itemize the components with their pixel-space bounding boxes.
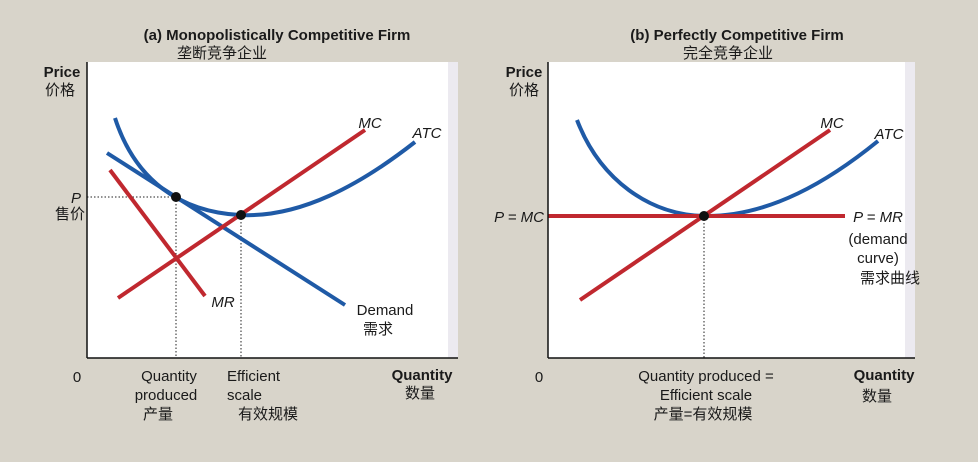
- panel-title: (b) Perfectly Competitive Firm: [630, 27, 843, 44]
- y-axis-label: Price: [44, 64, 81, 81]
- x-label: 产量: [143, 406, 173, 423]
- x-axis-label: Quantity: [854, 367, 915, 384]
- x-label: Quantity produced =: [638, 368, 774, 385]
- curve-label-cn: 需求曲线: [860, 270, 920, 287]
- point: [236, 210, 246, 220]
- curve-label: curve): [857, 250, 899, 267]
- panel-background: [548, 62, 905, 358]
- origin-label: 0: [73, 369, 81, 386]
- panel-background: [87, 62, 448, 358]
- curve-label: MC: [820, 115, 843, 132]
- x-label: 有效规模: [238, 406, 298, 423]
- curve-label: ATC: [874, 126, 904, 143]
- x-label: Efficient: [227, 368, 281, 385]
- price-label: P = MC: [494, 209, 544, 226]
- panel-a: (a) Monopolistically Competitive Firm 垄断…: [44, 27, 458, 423]
- curve-label-cn: 需求: [363, 321, 393, 338]
- panel-title: (a) Monopolistically Competitive Firm: [144, 27, 411, 44]
- curve-label: MR: [211, 294, 234, 311]
- x-axis-label-cn: 数量: [862, 388, 892, 405]
- mr-curve: [108, 168, 207, 298]
- y-axis-label-cn: 价格: [45, 82, 75, 99]
- x-label: 产量=有效规模: [654, 406, 753, 423]
- origin-label: 0: [535, 369, 543, 386]
- x-label: scale: [227, 387, 262, 404]
- curve-label: MC: [358, 115, 381, 132]
- point: [699, 211, 709, 221]
- curve-label: P = MR: [853, 209, 903, 226]
- curve-label: (demand: [848, 231, 907, 248]
- curve-label: ATC: [412, 125, 442, 142]
- panel-b: (b) Perfectly Competitive Firm 完全竞争企业 Pr…: [494, 27, 920, 423]
- y-axis-label-cn: 价格: [509, 82, 539, 99]
- x-label: produced: [135, 387, 198, 404]
- y-axis-label: Price: [506, 64, 543, 81]
- x-axis-label: Quantity: [392, 367, 453, 384]
- panel-subtitle: 垄断竞争企业: [177, 44, 267, 62]
- price-label-cn: 售价: [55, 206, 85, 223]
- x-label: Quantity: [141, 368, 197, 385]
- x-axis-label-cn: 数量: [405, 385, 435, 402]
- demand-curve: [105, 151, 347, 307]
- x-label: Efficient scale: [660, 387, 752, 404]
- panel-subtitle: 完全竞争企业: [683, 44, 773, 62]
- curve-label: Demand: [357, 302, 414, 319]
- price-label: P: [71, 190, 81, 207]
- point: [171, 192, 181, 202]
